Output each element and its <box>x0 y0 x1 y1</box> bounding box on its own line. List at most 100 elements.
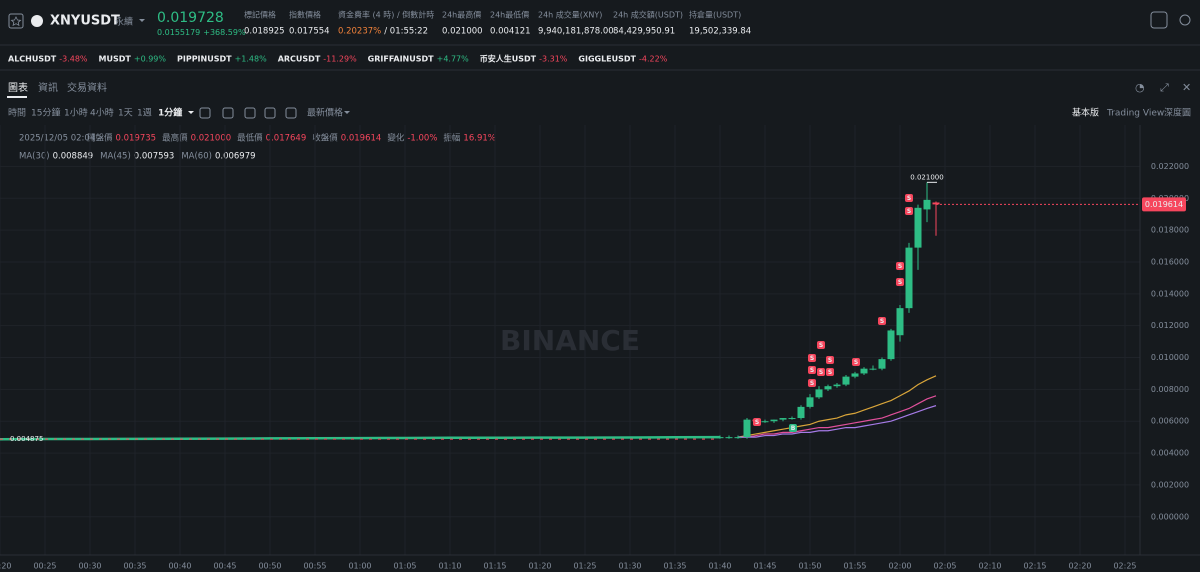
marker-label: S <box>810 380 814 387</box>
stat-value: 19,502,339.84 <box>689 27 751 37</box>
tool-icon[interactable] <box>222 107 234 119</box>
price-change: 0.0155179 +368.59% <box>157 28 246 37</box>
sell-marker <box>808 354 816 362</box>
dropdown-icon[interactable] <box>188 111 194 114</box>
interval[interactable]: 4小時 <box>90 108 114 119</box>
stat-value: 0.021000 <box>442 27 483 37</box>
candle-body <box>914 207 922 248</box>
candle-body <box>842 376 850 385</box>
stat-label: 24h最低價 <box>490 10 529 20</box>
interval[interactable]: 1週 <box>137 108 152 119</box>
ticker-bar: ALCHUSDT -3.48% MUSDT +0.99% PIPPINUSDT +1.48… <box>8 54 668 64</box>
ohlc-value: 0.019614 <box>341 134 382 144</box>
ma-value: 0.008849 <box>53 152 94 162</box>
x-tick-label: 02:05 <box>933 562 956 571</box>
stat-extra: / 01:55:22 <box>384 27 428 37</box>
close-icon[interactable]: ✕ <box>1182 81 1191 94</box>
ma-value: 0.006979 <box>215 152 256 162</box>
ohlc-value: 0.019735 <box>116 134 157 144</box>
marker-label: S <box>907 195 911 202</box>
tab[interactable]: 資訊 <box>38 81 58 94</box>
x-tick-label: 00:50 <box>258 562 281 571</box>
candle-body <box>779 418 787 420</box>
favorite-button[interactable] <box>8 13 24 29</box>
interval[interactable]: 1天 <box>118 109 133 119</box>
y-tick-label: 0.022000 <box>1151 162 1189 171</box>
sell-marker <box>817 368 825 376</box>
tool-icon[interactable] <box>264 107 276 119</box>
marker-label: S <box>898 263 902 270</box>
ma-line <box>738 395 937 438</box>
ticker-name[interactable]: GRIFFAINUSDT <box>368 55 434 64</box>
tool-icon[interactable] <box>285 107 297 119</box>
interval[interactable]: 時間 <box>8 108 26 119</box>
x-tick-label: 01:20 <box>528 562 551 571</box>
sell-marker <box>817 341 825 349</box>
candle-body <box>788 418 796 420</box>
stat-label: 標記價格 <box>244 10 276 20</box>
ticker-name[interactable]: GIGGLEUSDT <box>578 55 636 64</box>
candle-body <box>743 419 751 438</box>
tool-icon[interactable] <box>244 107 256 119</box>
ticker-name[interactable]: PIPPINUSDT <box>177 55 232 64</box>
settings-button[interactable] <box>1179 14 1191 26</box>
ticker-name[interactable]: ALCHUSDT <box>8 55 57 64</box>
y-tick-label: 0.006000 <box>1151 417 1189 426</box>
view-option[interactable]: Trading View <box>1106 109 1164 119</box>
ohlc-label: 變化 <box>387 133 405 144</box>
ma-line <box>737 375 937 438</box>
candle-body <box>860 368 868 374</box>
marker-label: S <box>810 355 814 362</box>
candle-body <box>815 389 823 398</box>
x-tick-label: 01:25 <box>573 562 596 571</box>
expand-icon[interactable]: ⤢ <box>1160 81 1169 94</box>
interval[interactable]: 15分鐘 <box>31 107 60 119</box>
marker-label: B <box>791 425 796 432</box>
ticker-name[interactable]: MUSDT <box>99 55 132 64</box>
interval-active[interactable]: 1分鐘 <box>158 107 182 119</box>
ticker-name[interactable]: 币安人生USDT <box>480 54 537 64</box>
candle-body <box>932 202 940 205</box>
ticker-change: -4.22% <box>639 55 668 64</box>
marker-label: S <box>828 357 832 364</box>
tab[interactable]: 圖表 <box>8 81 28 94</box>
candle-body <box>887 330 895 360</box>
symbol[interactable]: XNYUSDT <box>50 14 120 29</box>
stat-value: 0.018925 <box>244 27 285 37</box>
toolbar: 時間 15分鐘 1小時 4小時 1天 1週 1分鐘 最新價格 基本版 Trading View 深度… <box>8 107 1191 119</box>
last-price-label: 0.019614 <box>1145 200 1183 209</box>
tab[interactable]: 交易資料 <box>67 81 107 94</box>
ticker-change: +0.99% <box>134 55 167 64</box>
x-tick-label: 00:30 <box>78 562 101 571</box>
marker-label: S <box>819 369 823 376</box>
stat-label: 資金費率 (4 時) / 倒數計時 <box>338 10 434 20</box>
candle-body <box>878 359 886 369</box>
tool-icon[interactable] <box>199 107 211 119</box>
price-type[interactable]: 最新價格 <box>307 107 343 119</box>
view-option[interactable]: 基本版 <box>1072 107 1099 119</box>
stat-value: 0.20237% <box>338 27 381 37</box>
layout-button[interactable] <box>1150 11 1168 29</box>
marker-label: S <box>898 279 902 286</box>
sell-marker <box>896 278 904 286</box>
low-label: 0.004875 <box>10 435 43 443</box>
dropdown-icon[interactable] <box>139 19 145 22</box>
sell-marker <box>808 366 816 374</box>
dropdown-icon[interactable] <box>344 111 350 114</box>
y-tick-label: 0.008000 <box>1151 385 1189 394</box>
tabs: 圖表 資訊 交易資料 <box>8 81 107 94</box>
marker-label: S <box>854 359 858 366</box>
view-option[interactable]: 深度圖 <box>1164 107 1191 119</box>
stat-label: 24h最高價 <box>442 10 481 20</box>
ticker-name[interactable]: ARCUSDT <box>278 55 321 64</box>
marker-label: S <box>828 369 832 376</box>
x-tick-label: 00:25 <box>33 562 56 571</box>
x-tick-label: 02:20 <box>1068 562 1091 571</box>
x-tick-label: 01:45 <box>753 562 776 571</box>
stats: 標記價格 0.018925 指數價格 0.017554 資金費率 (4 時) / 倒數計… <box>244 10 751 37</box>
interval[interactable]: 1小時 <box>64 108 88 119</box>
bell-icon[interactable]: ◔ <box>1135 81 1145 94</box>
